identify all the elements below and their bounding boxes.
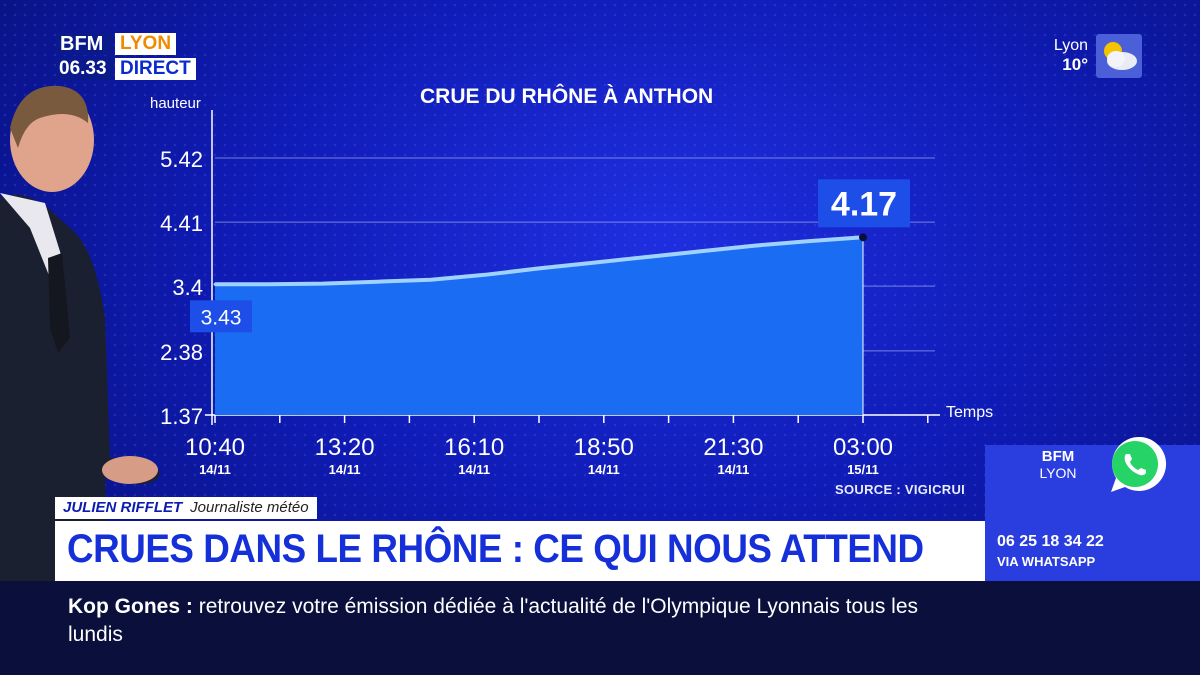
ticker: Kop Gones : retrouvez votre émission déd…: [68, 593, 968, 649]
presenter-name-bar: JULIEN RIFFLET Journaliste météo: [55, 497, 317, 519]
ticker-show: Kop Gones: [68, 595, 181, 618]
data-point: [375, 280, 379, 284]
start-value-label: 3.43: [201, 306, 242, 329]
data-point: [267, 282, 271, 286]
presenter-role: Journaliste météo: [190, 497, 317, 519]
data-point: [699, 249, 703, 253]
chart-title: CRUE DU RHÔNE À ANTHON: [420, 85, 714, 108]
logo-brand: BFM: [56, 33, 112, 55]
cloud-sun-icon: [1096, 34, 1142, 78]
weather-widget: Lyon 10°: [1054, 34, 1142, 78]
start-label-box: [190, 300, 252, 333]
data-point: [591, 261, 595, 265]
data-point: [213, 282, 217, 286]
x-tick-date: 14/11: [717, 462, 749, 477]
end-value-label: 4.17: [831, 185, 897, 223]
data-area: [215, 237, 863, 415]
whatsapp-box: BFM LYON 06 25 18 34 22 VIA WHATSAPP: [985, 436, 1200, 581]
data-point: [429, 278, 433, 282]
x-axis-label: Temps: [946, 404, 993, 421]
live-badge: DIRECT: [115, 58, 196, 80]
data-point: [753, 244, 757, 248]
clock: 06.33: [56, 58, 112, 80]
y-axis-label: hauteur: [150, 95, 201, 112]
data-point: [321, 282, 325, 286]
x-tick-date: 14/11: [458, 462, 490, 477]
end-label-box: [818, 179, 910, 228]
data-point: [807, 239, 811, 243]
x-tick-date: 14/11: [329, 462, 361, 477]
presenter-name: JULIEN RIFFLET: [55, 497, 191, 519]
ticker-bar: [0, 581, 1200, 675]
y-tick-label: 1.37: [160, 404, 203, 429]
headline-text: CRUES DANS LE RHÔNE : CE QUI NOUS ATTEND: [67, 527, 924, 571]
x-tick-time: 21:30: [703, 434, 763, 461]
presenter-image: [0, 78, 165, 583]
whatsapp-brand: BFM: [1041, 448, 1075, 465]
chart-source: SOURCE : VIGICRUI: [835, 482, 966, 497]
whatsapp-number: 06 25 18 34 22: [997, 533, 1104, 550]
headline-banner: CRUES DANS LE RHÔNE : CE QUI NOUS ATTEND: [55, 521, 985, 581]
whatsapp-icon: [1101, 432, 1167, 498]
x-tick-time: 10:40: [185, 434, 245, 461]
y-tick-label: 2.38: [160, 340, 203, 365]
data-point: [645, 255, 649, 259]
ticker-text: retrouvez votre émission dédiée à l'actu…: [68, 595, 918, 646]
x-tick-time: 18:50: [574, 434, 634, 461]
whatsapp-via: VIA WHATSAPP: [997, 554, 1096, 569]
weather-city: Lyon: [1053, 37, 1088, 54]
x-tick-date: 14/11: [588, 462, 620, 477]
weather-temp: 10°: [1062, 55, 1088, 74]
end-marker-dot: [859, 233, 867, 242]
y-tick-label: 5.42: [160, 147, 203, 172]
channel-logo: BFM LYON 06.33 DIRECT: [56, 33, 196, 83]
whatsapp-city: LYON: [1039, 465, 1077, 481]
data-point: [483, 273, 487, 277]
data-point: [537, 266, 541, 270]
x-tick-time: 13:20: [315, 434, 375, 461]
x-tick-time: 03:00: [833, 434, 893, 461]
x-tick-date: 15/11: [847, 462, 879, 477]
y-tick-label: 4.41: [160, 211, 203, 236]
x-tick-time: 16:10: [444, 434, 504, 461]
x-tick-date: 14/11: [199, 462, 231, 477]
y-tick-label: 3.4: [172, 275, 203, 300]
ticker-separator: :: [185, 595, 193, 618]
logo-city: LYON: [115, 33, 177, 55]
whatsapp-logo: BFM LYON: [1033, 448, 1083, 482]
